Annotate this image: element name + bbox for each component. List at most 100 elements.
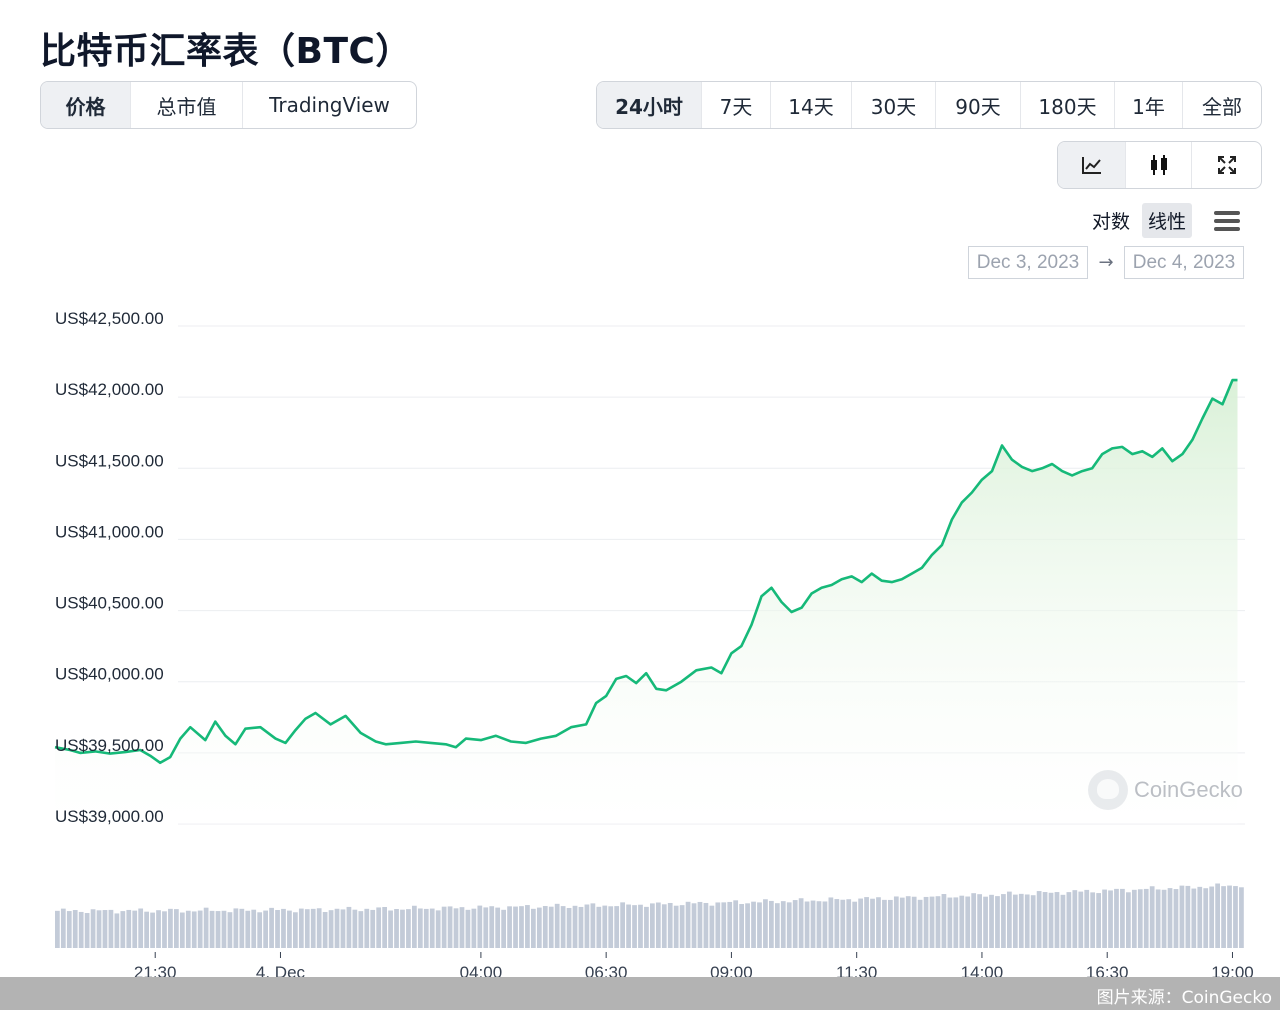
volume-bar [667,902,673,948]
volume-bar [304,909,310,948]
volume-bar [346,906,352,948]
x-tick-label: 14:00 [961,963,1004,980]
volume-bar [156,910,161,948]
volume-bar [376,907,382,948]
volume-bar [882,899,887,948]
date-to-input[interactable]: Dec 4, 2023 [1124,246,1244,279]
volume-bar [66,911,72,948]
volume-bar [126,909,132,948]
price-area [55,380,1238,824]
volume-bar [441,906,447,948]
y-tick-label: US$41,000.00 [55,522,164,541]
volume-bar [763,899,768,948]
volume-bar [132,910,138,948]
volume-bar [542,906,548,948]
volume-bar [876,897,881,948]
volume-bar [108,909,114,948]
volume-bar [114,913,120,948]
volume-bar [1024,894,1030,948]
linear-scale-button[interactable]: 线性 [1141,203,1192,238]
volume-bar [810,900,816,948]
volume-bar [531,908,536,948]
volume-bar [423,908,429,948]
line-chart-icon[interactable] [1058,142,1126,188]
volume-bar [941,894,947,948]
page-title: 比特币汇率表（BTC） [40,31,412,72]
volume-bar [328,910,334,948]
volume-bar [245,910,251,948]
volume-bar [614,906,620,948]
range-24h[interactable]: 24小时 [597,82,702,128]
fullscreen-icon[interactable] [1192,142,1261,188]
volume-bar [382,907,387,948]
image-source-bar: 图片来源：CoinGecko [0,977,1280,1010]
date-from-input[interactable]: Dec 3, 2023 [968,246,1088,279]
volume-bar [834,899,840,948]
volume-bar [334,908,340,948]
volume-bar [816,901,822,948]
tab-price[interactable]: 价格 [41,82,131,128]
tab-market-cap[interactable]: 总市值 [131,82,243,128]
volume-bar [483,907,489,948]
volume-bar [1179,885,1185,948]
volume-bar [275,909,280,948]
x-tick-label: 16:30 [1086,963,1129,980]
volume-bar [1066,892,1072,948]
volume-bar [632,905,637,948]
volume-bar [661,904,667,948]
volume-bar [638,904,643,948]
range-30d[interactable]: 30天 [852,82,936,128]
volume-bar [1018,893,1024,948]
volume-bar [513,906,518,948]
volume-bar [465,909,471,948]
volume-bar [536,907,542,948]
x-tick-label: 09:00 [710,963,753,980]
volume-bar [191,911,197,948]
range-180d[interactable]: 180天 [1021,82,1115,128]
volume-bar [852,901,858,948]
volume-bar [995,896,1000,948]
volume-bar [358,911,364,948]
range-7d[interactable]: 7天 [702,82,771,128]
volume-bar [364,908,370,948]
candlestick-icon[interactable] [1126,142,1192,188]
range-all[interactable]: 全部 [1202,94,1242,119]
volume-bar [989,894,994,948]
range-90d[interactable]: 90天 [936,82,1021,128]
volume-bar [185,910,191,948]
range-14d[interactable]: 14天 [771,82,852,128]
volume-bar [1215,883,1220,948]
volume-bar [84,913,90,948]
log-scale-button[interactable]: 对数 [1091,211,1130,233]
volume-bar [1239,887,1244,948]
chart-type-toggle [1057,141,1262,189]
volume-bar [293,912,298,948]
volume-bar [905,896,911,948]
volume-bar [554,903,560,948]
volume-bar [697,901,703,948]
volume-bar [596,906,602,948]
volume-bar [1048,892,1054,948]
volume-bar [608,906,614,948]
volume-bar [60,908,66,948]
scale-toggle: 对数 线性 [1086,203,1240,238]
volume-bar [721,902,727,948]
menu-icon[interactable] [1214,207,1240,235]
volume-bar [209,910,215,948]
y-tick-label: US$40,000.00 [55,665,164,684]
volume-bar [774,903,780,948]
range-1y[interactable]: 1年 [1115,82,1183,128]
volume-bar [1137,889,1143,948]
volume-bar [858,898,863,948]
volume-bar [435,910,441,948]
time-range-tabs: 24小时 7天 14天 30天 90天 180天 1年 全部 [596,81,1262,129]
volume-bar [893,896,899,948]
volume-bar [798,898,804,948]
x-tick-label: 4. Dec [256,963,306,980]
x-tick-label: 04:00 [460,963,503,980]
volume-bar [590,903,596,948]
tab-tradingview[interactable]: TradingView [269,93,390,117]
volume-bar [1030,895,1036,948]
volume-bar [828,897,834,948]
volume-bar [626,904,631,948]
